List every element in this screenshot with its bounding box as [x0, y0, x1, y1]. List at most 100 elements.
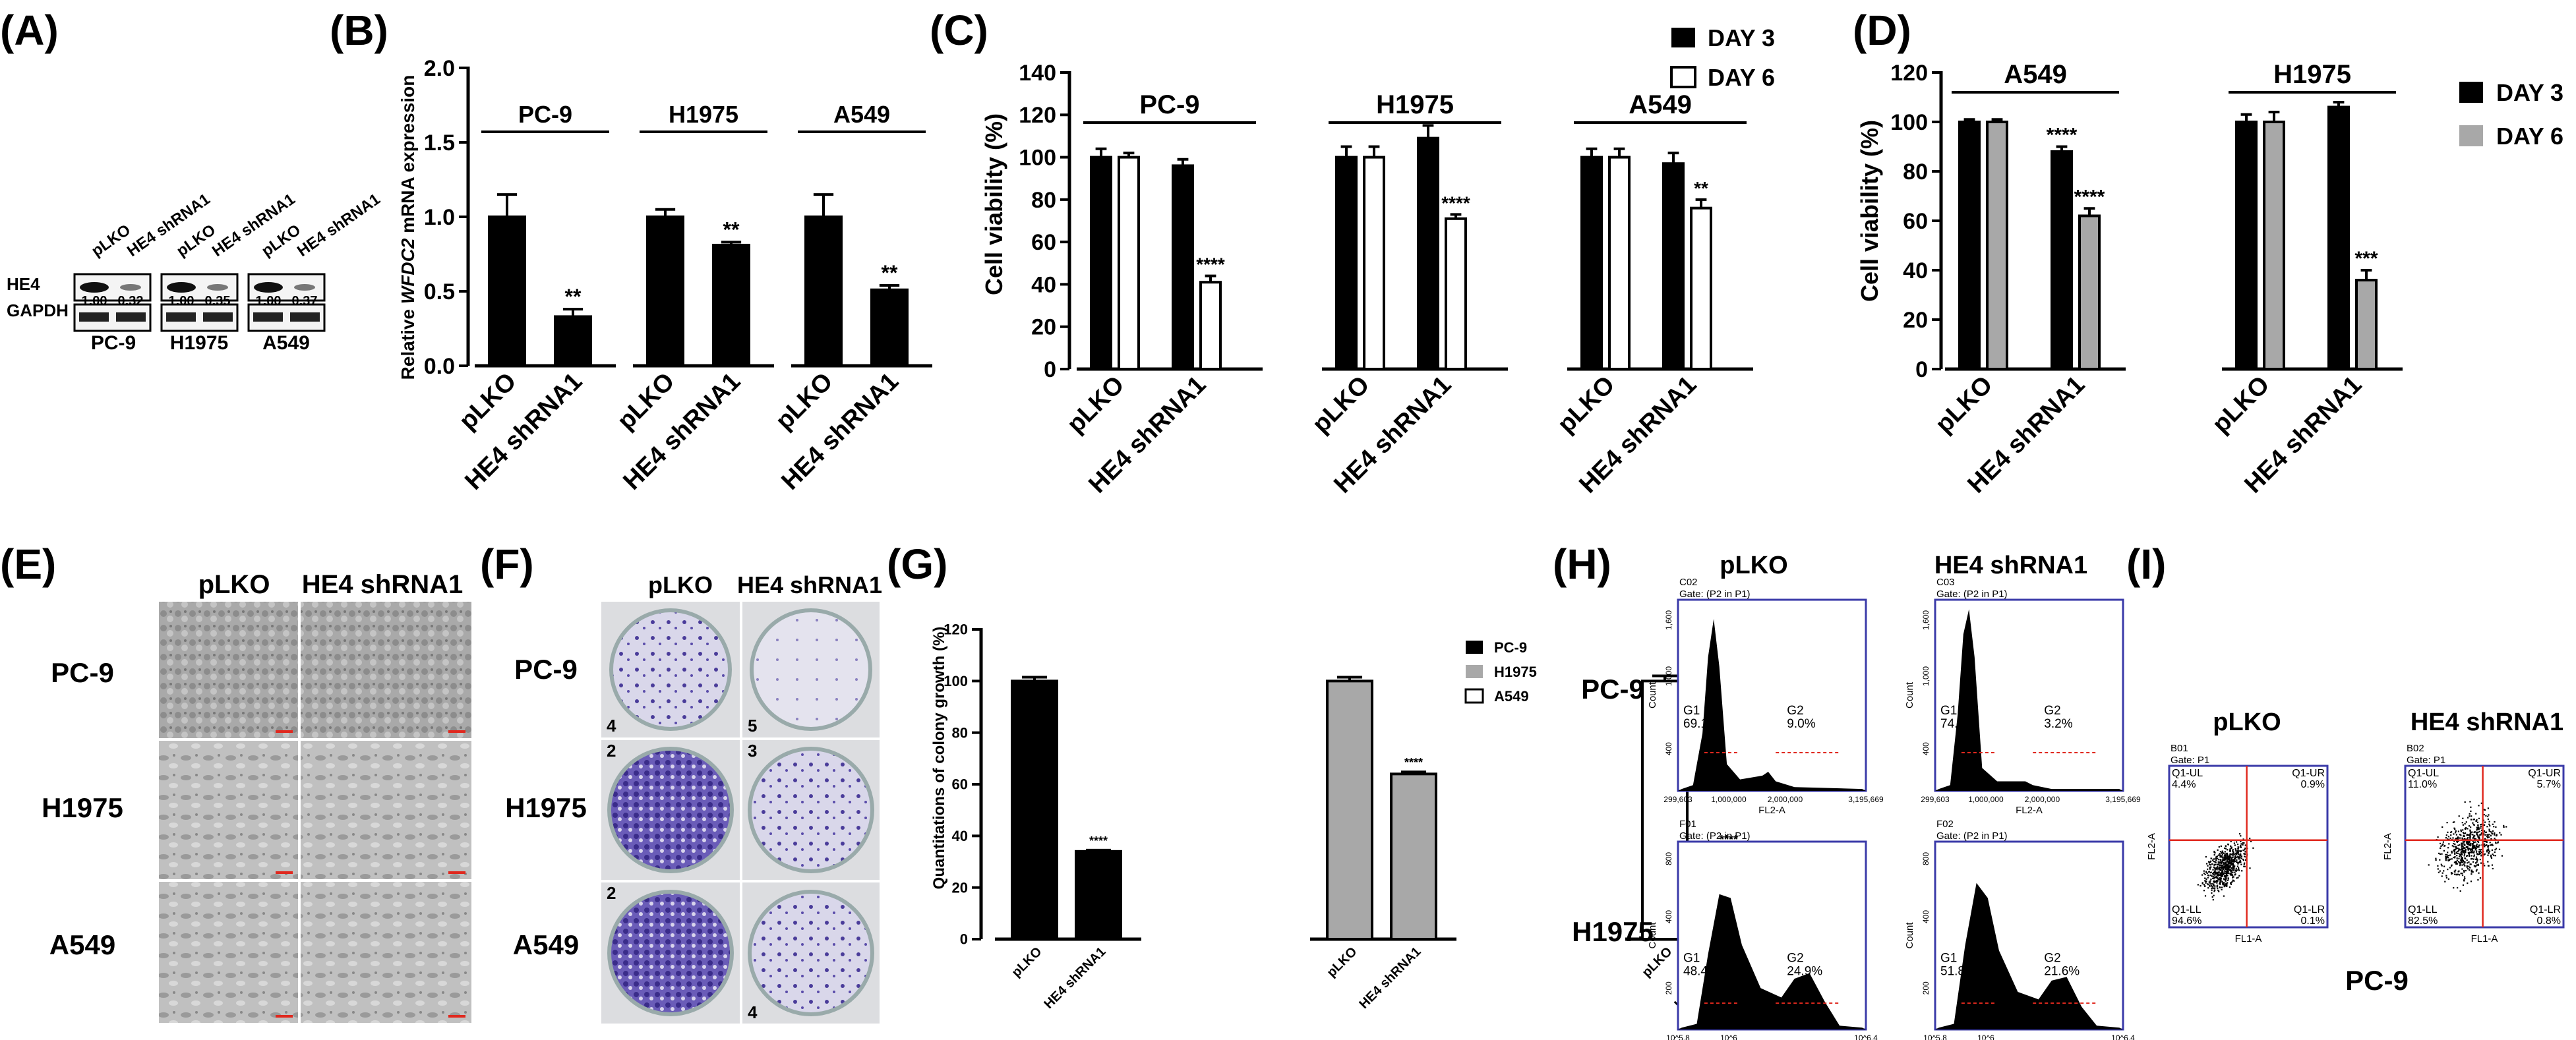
- x-tick-label: 10^6.4: [2111, 1033, 2135, 1040]
- event-dot: [2211, 886, 2213, 888]
- event-dot: [2225, 879, 2227, 881]
- event-dot: [2476, 861, 2478, 863]
- event-dot: [2208, 875, 2210, 877]
- event-dot: [2478, 852, 2480, 853]
- event-dot: [2495, 826, 2497, 828]
- event-dot: [2223, 865, 2225, 867]
- bar: [1690, 206, 1712, 371]
- plot-id: C02: [1679, 577, 1698, 588]
- event-dot: [2232, 877, 2234, 879]
- event-dot: [2464, 862, 2466, 864]
- event-dot: [2442, 841, 2444, 843]
- plot-id: C03: [1936, 577, 1955, 588]
- event-dot: [2225, 867, 2227, 869]
- event-dot: [2435, 859, 2437, 861]
- event-dot: [2229, 848, 2231, 850]
- event-dot: [2477, 824, 2479, 826]
- event-dot: [2476, 829, 2478, 831]
- event-dot: [2461, 873, 2463, 875]
- event-dot: [2463, 855, 2465, 857]
- event-dot: [2463, 863, 2465, 865]
- event-dot: [2224, 853, 2226, 855]
- event-dot: [2245, 859, 2247, 861]
- event-dot: [2462, 884, 2465, 886]
- event-dot: [2225, 876, 2227, 878]
- quadrant-ll-label: Q1-LL: [2408, 904, 2438, 915]
- event-dot: [2470, 826, 2472, 828]
- g2-percent: 3.2%: [2044, 717, 2072, 731]
- event-dot: [2456, 857, 2458, 859]
- event-dot: [2219, 859, 2221, 861]
- event-dot: [2464, 823, 2466, 824]
- event-dot: [2215, 863, 2217, 865]
- event-dot: [2211, 889, 2213, 891]
- event-dot: [2441, 844, 2443, 846]
- event-dot: [2457, 836, 2459, 838]
- event-dot: [2238, 875, 2240, 877]
- event-dot: [2461, 861, 2463, 863]
- g1-percent: 69.1%: [1683, 717, 1719, 731]
- event-dot: [2490, 844, 2492, 846]
- g2-percent: 21.6%: [2044, 964, 2080, 978]
- event-dot: [2453, 843, 2455, 845]
- event-dot: [2238, 869, 2240, 871]
- event-dot: [2484, 834, 2486, 836]
- event-dot: [2486, 850, 2488, 852]
- event-dot: [2455, 847, 2457, 849]
- event-dot: [2219, 886, 2221, 888]
- legend-swatch-pc9: [1466, 641, 1483, 654]
- event-dot: [2221, 853, 2223, 855]
- event-dot: [2219, 873, 2221, 875]
- event-dot: [2213, 861, 2215, 863]
- event-dot: [2482, 819, 2484, 821]
- panel-e-row-pc9: PC-9: [51, 657, 114, 688]
- event-dot: [2219, 862, 2221, 864]
- y-tick-label: 100: [944, 673, 968, 689]
- event-dot: [2225, 868, 2227, 870]
- event-dot: [2490, 835, 2492, 837]
- bar: [1335, 156, 1358, 370]
- blot-images: [73, 273, 326, 332]
- event-dot: [2244, 848, 2246, 850]
- event-dot: [2236, 859, 2238, 861]
- event-dot: [2463, 847, 2465, 850]
- event-dot: [2467, 844, 2469, 846]
- quadrant-lr-label: Q1-LR: [2530, 904, 2561, 915]
- event-dot: [2244, 853, 2246, 855]
- event-dot: [2440, 842, 2441, 844]
- legend-label-day6: DAY 6: [1708, 64, 1775, 91]
- y-tick-label: 0: [1915, 357, 1928, 382]
- event-dot: [2220, 864, 2222, 866]
- event-dot: [2453, 840, 2455, 842]
- event-dot: [2209, 863, 2211, 865]
- event-dot: [2213, 863, 2215, 865]
- event-dot: [2478, 841, 2480, 843]
- x-tick-label: pLKO: [1931, 371, 1998, 439]
- event-dot: [2480, 832, 2482, 834]
- event-dot: [2496, 834, 2498, 836]
- event-dot: [2486, 844, 2488, 846]
- event-dot: [2447, 855, 2450, 857]
- event-dot: [2484, 853, 2486, 855]
- event-dot: [2472, 858, 2474, 860]
- x-tick-label: 10^6: [1720, 1033, 1737, 1040]
- y-tick-label: 200: [1664, 981, 1673, 995]
- event-dot: [2477, 826, 2479, 828]
- event-dot: [2488, 852, 2490, 853]
- blot-ratio: 0.37: [292, 294, 318, 308]
- event-dot: [2219, 861, 2221, 863]
- event-dot: [2231, 870, 2232, 872]
- event-dot: [2225, 871, 2227, 873]
- event-dot: [2477, 828, 2480, 830]
- event-dot: [2220, 875, 2222, 877]
- event-dot: [2230, 859, 2232, 861]
- event-dot: [2445, 834, 2447, 836]
- event-dot: [2457, 840, 2459, 842]
- event-dot: [2225, 864, 2227, 866]
- event-dot: [2459, 874, 2461, 876]
- event-dot: [2460, 861, 2462, 863]
- event-dot: [2223, 857, 2225, 859]
- g1-label: G1: [1940, 704, 1957, 718]
- event-dot: [2473, 834, 2475, 836]
